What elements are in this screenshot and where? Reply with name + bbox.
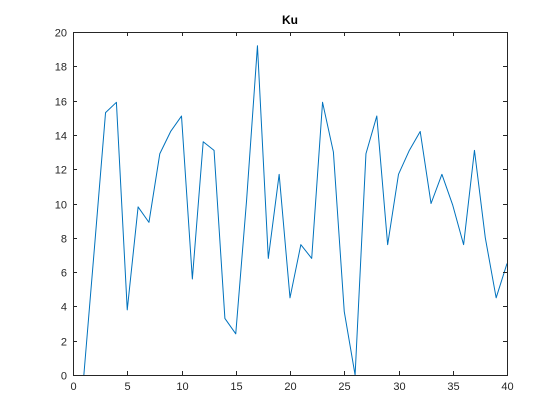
y-tick-label: 18: [55, 62, 67, 74]
series-layer: [83, 45, 508, 376]
x-tick-label: 5: [124, 381, 130, 393]
y-tick-label: 20: [55, 28, 67, 40]
series-line-1: [83, 45, 508, 376]
y-tick-label: 12: [55, 165, 67, 177]
plot-background: [73, 32, 507, 375]
x-tick-label: 0: [70, 381, 76, 393]
x-tick-label: 40: [501, 381, 513, 393]
y-axis-ticks: 0 2 4 6 8 10 12 14 16 18 20: [55, 28, 507, 383]
x-tick-label: 20: [284, 381, 296, 393]
y-tick-label: 8: [61, 234, 67, 246]
x-tick-label: 35: [447, 381, 459, 393]
y-tick-label: 0: [61, 371, 67, 383]
y-tick-label: 14: [55, 131, 67, 143]
plot-area: 0 5 10 15 20 25 30 35 40 0 2 4 6 8 10 12 14 16 18 20: [55, 28, 514, 394]
x-tick-label: 15: [230, 381, 242, 393]
x-axis-ticks: 0 5 10 15 20 25 30 35 40: [70, 32, 514, 393]
x-tick-label: 10: [176, 381, 188, 393]
y-tick-label: 16: [55, 97, 67, 109]
y-tick-label: 2: [61, 337, 67, 349]
y-tick-label: 4: [61, 302, 67, 314]
x-tick-label: 25: [338, 381, 350, 393]
y-tick-label: 10: [55, 200, 67, 212]
y-tick-label: 6: [61, 268, 67, 280]
chart-title: Ku: [282, 13, 298, 27]
x-tick-label: 30: [393, 381, 405, 393]
